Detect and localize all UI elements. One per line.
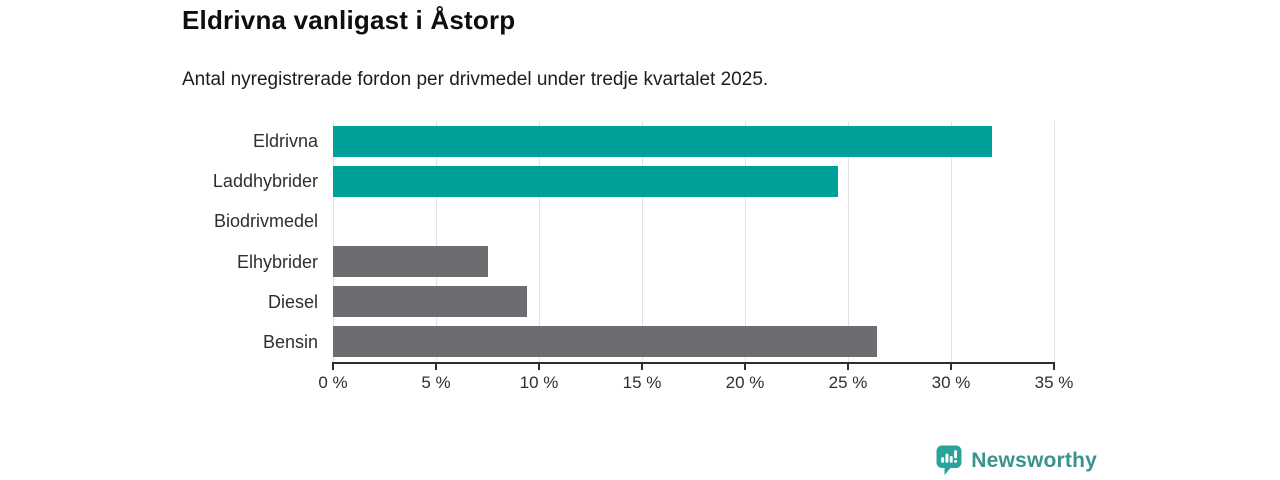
gridline	[950, 121, 952, 362]
x-axis-tick-label: 5 %	[421, 373, 451, 392]
y-axis-label: Biodrivmedel	[213, 211, 318, 232]
x-axis-tick	[641, 364, 643, 370]
x-axis-tick	[1053, 364, 1055, 370]
x-axis-tick	[950, 364, 952, 370]
x-axis-tick-label: 30 %	[931, 373, 971, 392]
bar	[333, 326, 877, 358]
x-axis-line	[332, 362, 1055, 364]
x-axis-tick	[332, 364, 334, 370]
x-axis-tick	[435, 364, 437, 370]
gridline	[641, 121, 643, 362]
gridline	[538, 121, 540, 362]
newsworthy-logo: Newsworthy	[936, 445, 1097, 476]
newsworthy-speech-bubble-chart-icon	[936, 445, 962, 475]
chart-subtitle: Antal nyregistrerade fordon per drivmede…	[182, 69, 769, 90]
gridline	[1053, 121, 1055, 362]
y-axis-label: Elhybrider	[236, 251, 318, 272]
x-axis-tick	[538, 364, 540, 370]
bar	[333, 125, 993, 157]
y-axis-label: Diesel	[267, 291, 318, 312]
y-axis-label: Laddhybrider	[212, 171, 318, 192]
x-axis-tick	[744, 364, 746, 370]
x-axis-tick-label: 15 %	[622, 373, 662, 392]
x-axis-tick-label: 25 %	[828, 373, 868, 392]
gridline	[744, 121, 746, 362]
x-axis-tick	[847, 364, 849, 370]
x-axis-tick-label: 20 %	[725, 373, 765, 392]
bar	[333, 246, 488, 278]
gridline	[332, 121, 334, 362]
gridline	[435, 121, 437, 362]
newsworthy-brand-text: Newsworthy	[971, 448, 1097, 472]
x-axis-tick-label: 35 %	[1034, 373, 1074, 392]
chart-title: Eldrivna vanligast i Åstorp	[182, 5, 516, 35]
bar	[333, 286, 527, 318]
x-axis-tick-label: 10 %	[519, 373, 559, 392]
y-axis-label: Bensin	[262, 331, 318, 352]
bar	[333, 165, 838, 197]
gridline	[847, 121, 849, 362]
x-axis-tick-label: 0 %	[318, 373, 348, 392]
y-axis-label: Eldrivna	[252, 131, 318, 152]
